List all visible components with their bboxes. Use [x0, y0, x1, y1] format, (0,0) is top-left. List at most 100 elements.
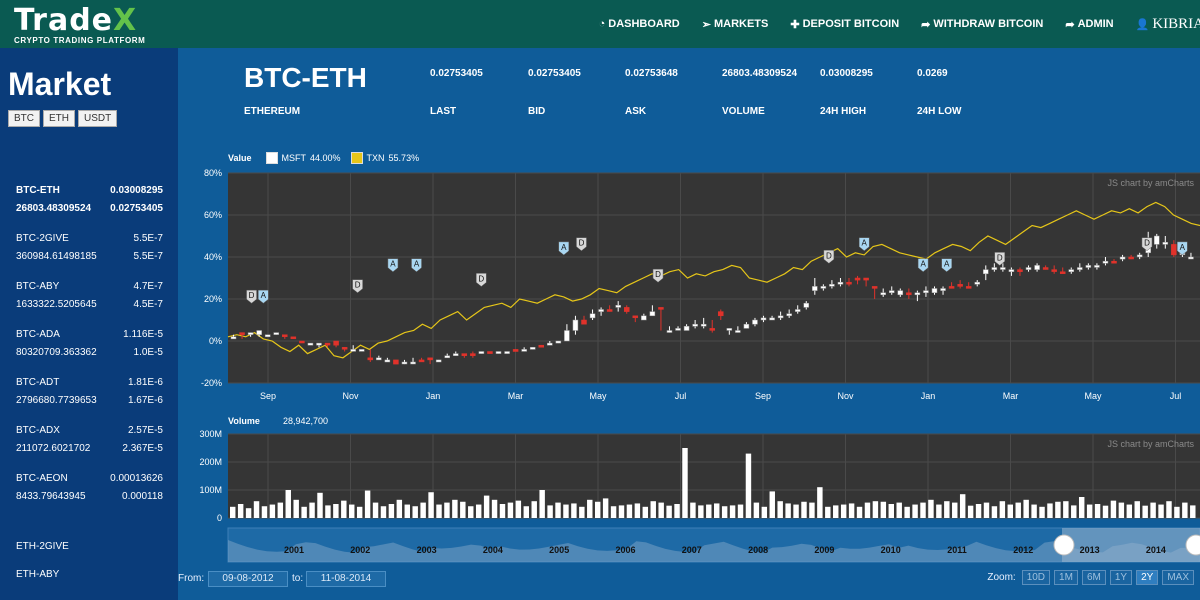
candle[interactable] — [487, 351, 493, 354]
candle[interactable] — [1119, 256, 1126, 260]
candle[interactable] — [1000, 267, 1006, 270]
market-item[interactable]: BTC-ETH 0.03008295 26803.48309524 0.0275340… — [16, 182, 163, 230]
filter-eth[interactable]: ETH — [43, 110, 75, 127]
candle[interactable] — [230, 336, 237, 340]
candle[interactable] — [1085, 265, 1092, 268]
zoom-2y[interactable]: 2Y — [1136, 570, 1159, 585]
event-marker[interactable] — [858, 237, 870, 252]
event-marker[interactable] — [258, 289, 269, 304]
candle[interactable] — [461, 353, 468, 356]
event-marker[interactable] — [1141, 237, 1153, 252]
candle[interactable] — [1154, 235, 1160, 245]
candle[interactable] — [666, 330, 673, 333]
candle[interactable] — [1025, 267, 1032, 270]
legend-item-msft[interactable]: MSFT 44.00% — [265, 152, 341, 164]
candle[interactable] — [735, 330, 741, 333]
candle[interactable] — [1017, 269, 1023, 272]
candle[interactable] — [598, 309, 604, 312]
candle[interactable] — [273, 332, 279, 335]
market-item[interactable]: ETH-2GIVE — [16, 538, 163, 566]
zoom-6m[interactable]: 6M — [1081, 570, 1106, 585]
candle[interactable] — [965, 286, 972, 289]
candle[interactable] — [1077, 267, 1083, 270]
candle[interactable] — [914, 292, 921, 296]
brand-logo[interactable]: TradeX CRYPTO TRADING PLATFORM — [14, 6, 145, 46]
market-item[interactable]: ETH-ABY — [16, 566, 163, 594]
candle[interactable] — [931, 288, 938, 293]
candle[interactable] — [854, 277, 861, 281]
candle[interactable] — [307, 342, 314, 346]
event-marker[interactable] — [823, 250, 835, 264]
market-item[interactable]: BTC-ABY 4.7E-7 1633322.5205645 4.5E-7 — [16, 278, 163, 326]
market-item[interactable]: BTC-AEON 0.00013626 8433.79643945 0.000118 — [16, 470, 163, 518]
candle[interactable] — [760, 317, 767, 321]
candle[interactable] — [820, 286, 827, 289]
candle[interactable] — [871, 286, 878, 289]
candle[interactable] — [632, 315, 639, 319]
candle[interactable] — [606, 309, 613, 312]
candle[interactable] — [1111, 260, 1117, 264]
candle[interactable] — [948, 286, 955, 289]
event-marker[interactable] — [917, 258, 929, 273]
candle[interactable] — [564, 330, 570, 342]
candle[interactable] — [1051, 269, 1057, 272]
candle[interactable] — [1094, 265, 1100, 268]
candle[interactable] — [1171, 244, 1177, 256]
candle[interactable] — [376, 357, 382, 361]
candle[interactable] — [983, 269, 989, 275]
scrollbar-handle-left[interactable] — [1053, 534, 1075, 556]
candle[interactable] — [1042, 267, 1049, 270]
candle[interactable] — [1162, 242, 1169, 245]
candle[interactable] — [957, 284, 963, 287]
event-marker[interactable] — [652, 268, 664, 283]
candle[interactable] — [256, 330, 262, 335]
filter-usdt[interactable]: USDT — [78, 110, 118, 127]
candle[interactable] — [341, 347, 348, 350]
candle[interactable] — [709, 328, 715, 331]
candle[interactable] — [333, 340, 339, 346]
event-marker[interactable] — [558, 241, 570, 256]
candle[interactable] — [726, 328, 733, 331]
candle[interactable] — [581, 319, 587, 325]
candle[interactable] — [940, 288, 946, 291]
candle[interactable] — [495, 351, 502, 354]
candle[interactable] — [623, 307, 630, 312]
scrollbar-selection[interactable] — [1062, 528, 1200, 562]
market-item[interactable]: BTC-ADA 1.116E-5 80320709.363362 1.0E-5 — [16, 326, 163, 374]
candle[interactable] — [264, 334, 271, 338]
zoom-1y[interactable]: 1Y — [1109, 570, 1133, 585]
candle[interactable] — [1136, 254, 1143, 258]
candle[interactable] — [786, 313, 792, 317]
candle[interactable] — [675, 328, 681, 331]
candle[interactable] — [512, 349, 519, 352]
nav-markets[interactable]: ➢ MARKETS — [702, 18, 769, 31]
candle[interactable] — [367, 357, 374, 361]
candle[interactable] — [1034, 265, 1040, 270]
candle[interactable] — [358, 349, 365, 352]
candle[interactable] — [521, 349, 527, 352]
candle[interactable] — [777, 315, 784, 319]
candle[interactable] — [427, 357, 433, 361]
event-marker[interactable] — [246, 289, 257, 304]
candle[interactable] — [239, 332, 245, 335]
event-marker[interactable] — [994, 252, 1005, 266]
nav-admin[interactable]: ➦ ADMIN — [1065, 18, 1113, 31]
candle[interactable] — [923, 290, 929, 293]
candle[interactable] — [1008, 269, 1015, 272]
candle[interactable] — [692, 323, 698, 327]
candle[interactable] — [470, 353, 476, 356]
candle[interactable] — [538, 344, 545, 348]
candle[interactable] — [829, 284, 835, 287]
candle[interactable] — [401, 361, 408, 365]
nav-withdraw-bitcoin[interactable]: ➦ WITHDRAW BITCOIN — [921, 18, 1043, 31]
candle[interactable] — [794, 309, 801, 312]
candle[interactable] — [615, 305, 621, 308]
candle[interactable] — [350, 349, 356, 352]
event-marker[interactable] — [352, 279, 363, 294]
candle[interactable] — [393, 359, 399, 365]
scrollbar-handle-right[interactable] — [1185, 534, 1200, 556]
candle[interactable] — [974, 281, 980, 285]
candle[interactable] — [812, 286, 818, 291]
zoom-10d[interactable]: 10D — [1021, 570, 1051, 585]
candle[interactable] — [290, 336, 297, 340]
